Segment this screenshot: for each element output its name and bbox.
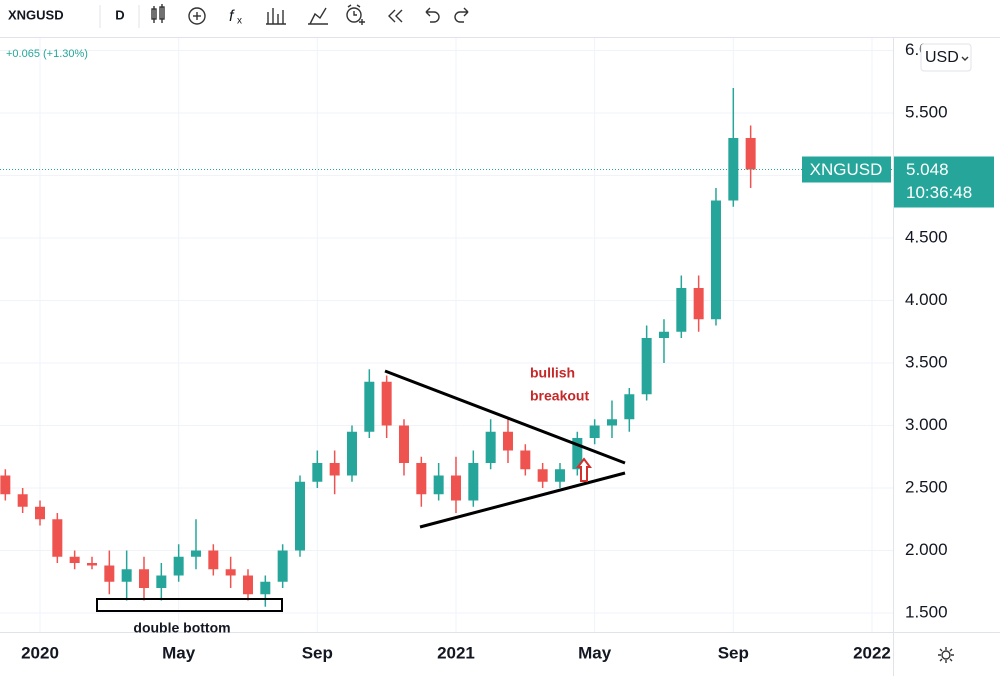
change-label: +0.065 (+1.30%) — [6, 48, 88, 60]
candle-body — [173, 556, 184, 576]
svg-text:x: x — [237, 16, 242, 27]
currency-caret[interactable] — [961, 56, 969, 61]
candle-body — [606, 419, 617, 426]
candle-body — [34, 506, 45, 520]
candle-body — [277, 550, 288, 582]
candle-body — [242, 575, 253, 595]
plot — [0, 88, 893, 607]
breakout-arrow[interactable] — [576, 457, 592, 482]
double-bottom-box[interactable] — [96, 598, 283, 612]
currency-button[interactable] — [920, 43, 972, 72]
candle-body — [450, 475, 461, 501]
x-tick-label: 2020 — [21, 643, 59, 662]
candle-body — [260, 581, 271, 595]
candle-body — [156, 575, 167, 588]
interval[interactable]: D — [115, 7, 124, 22]
candle-body — [433, 475, 444, 495]
annotation: double bottom — [133, 620, 230, 636]
candle-body — [86, 563, 97, 566]
y-tick-label: 4.500 — [905, 227, 948, 246]
candle-body — [329, 463, 340, 476]
candle-body — [17, 494, 28, 507]
price-axis: 1.5002.0002.5003.0003.5004.0004.5005.000… — [905, 40, 948, 622]
svg-text:f: f — [229, 8, 235, 25]
toolbar — [0, 0, 1000, 38]
candle-body — [693, 288, 704, 320]
candle-body — [589, 425, 600, 438]
candle-body — [676, 288, 687, 332]
candle-body — [190, 550, 201, 557]
candle-body — [364, 381, 375, 432]
candle-body — [121, 569, 132, 582]
candle-body — [52, 519, 63, 557]
candle-body — [745, 138, 756, 170]
countdown: 10:36:48 — [906, 183, 972, 202]
candle-body — [710, 200, 721, 320]
candle-body — [572, 438, 583, 470]
candle-body — [69, 556, 80, 563]
currency[interactable]: USD — [925, 49, 959, 66]
candle-body — [485, 431, 496, 463]
y-tick-label: 3.000 — [905, 415, 948, 434]
candle-body — [537, 469, 548, 482]
annotation: bullish — [530, 365, 575, 381]
grid — [0, 38, 893, 632]
x-tick-label: Sep — [302, 643, 333, 662]
candle-body — [398, 425, 409, 463]
candle-body — [520, 450, 531, 470]
symbol[interactable]: XNGUSD — [8, 7, 64, 22]
x-tick-label: Sep — [718, 643, 749, 662]
candle-body — [104, 565, 115, 582]
x-tick-label: 2022 — [853, 643, 891, 662]
x-tick-label: May — [578, 643, 612, 662]
candle-body — [468, 463, 479, 501]
last-price: 5.048 — [906, 160, 949, 179]
last-price-box — [894, 156, 994, 208]
candle-body — [225, 569, 236, 576]
x-tick-label: 2021 — [437, 643, 475, 662]
last-price-symbol: XNGUSD — [810, 160, 883, 179]
x-tick-label: May — [162, 643, 196, 662]
settings-icon[interactable] — [938, 647, 954, 663]
candle-body — [208, 550, 219, 570]
candle-body — [0, 475, 11, 495]
candle-body — [294, 481, 305, 551]
annotation: breakout — [530, 388, 589, 404]
y-tick-label: 3.500 — [905, 352, 948, 371]
candle-body — [502, 431, 513, 451]
candle-body — [658, 331, 669, 338]
candle-body — [381, 381, 392, 426]
triangle-drawing[interactable] — [384, 369, 626, 529]
y-tick-label: 5.500 — [905, 102, 948, 121]
candle-body — [138, 569, 149, 588]
y-tick-label: 2.000 — [905, 540, 948, 559]
candle-body — [312, 463, 323, 482]
candle-body — [416, 463, 427, 495]
y-tick-label: 1.500 — [905, 602, 948, 621]
y-tick-label: 2.500 — [905, 477, 948, 496]
y-tick-label: 4.000 — [905, 290, 948, 309]
last-price-symbol-box — [802, 156, 891, 183]
candle-body — [346, 431, 357, 476]
candle-body — [624, 394, 635, 420]
candle-body — [641, 338, 652, 395]
candle-body — [728, 138, 739, 201]
candle-body — [554, 469, 565, 482]
